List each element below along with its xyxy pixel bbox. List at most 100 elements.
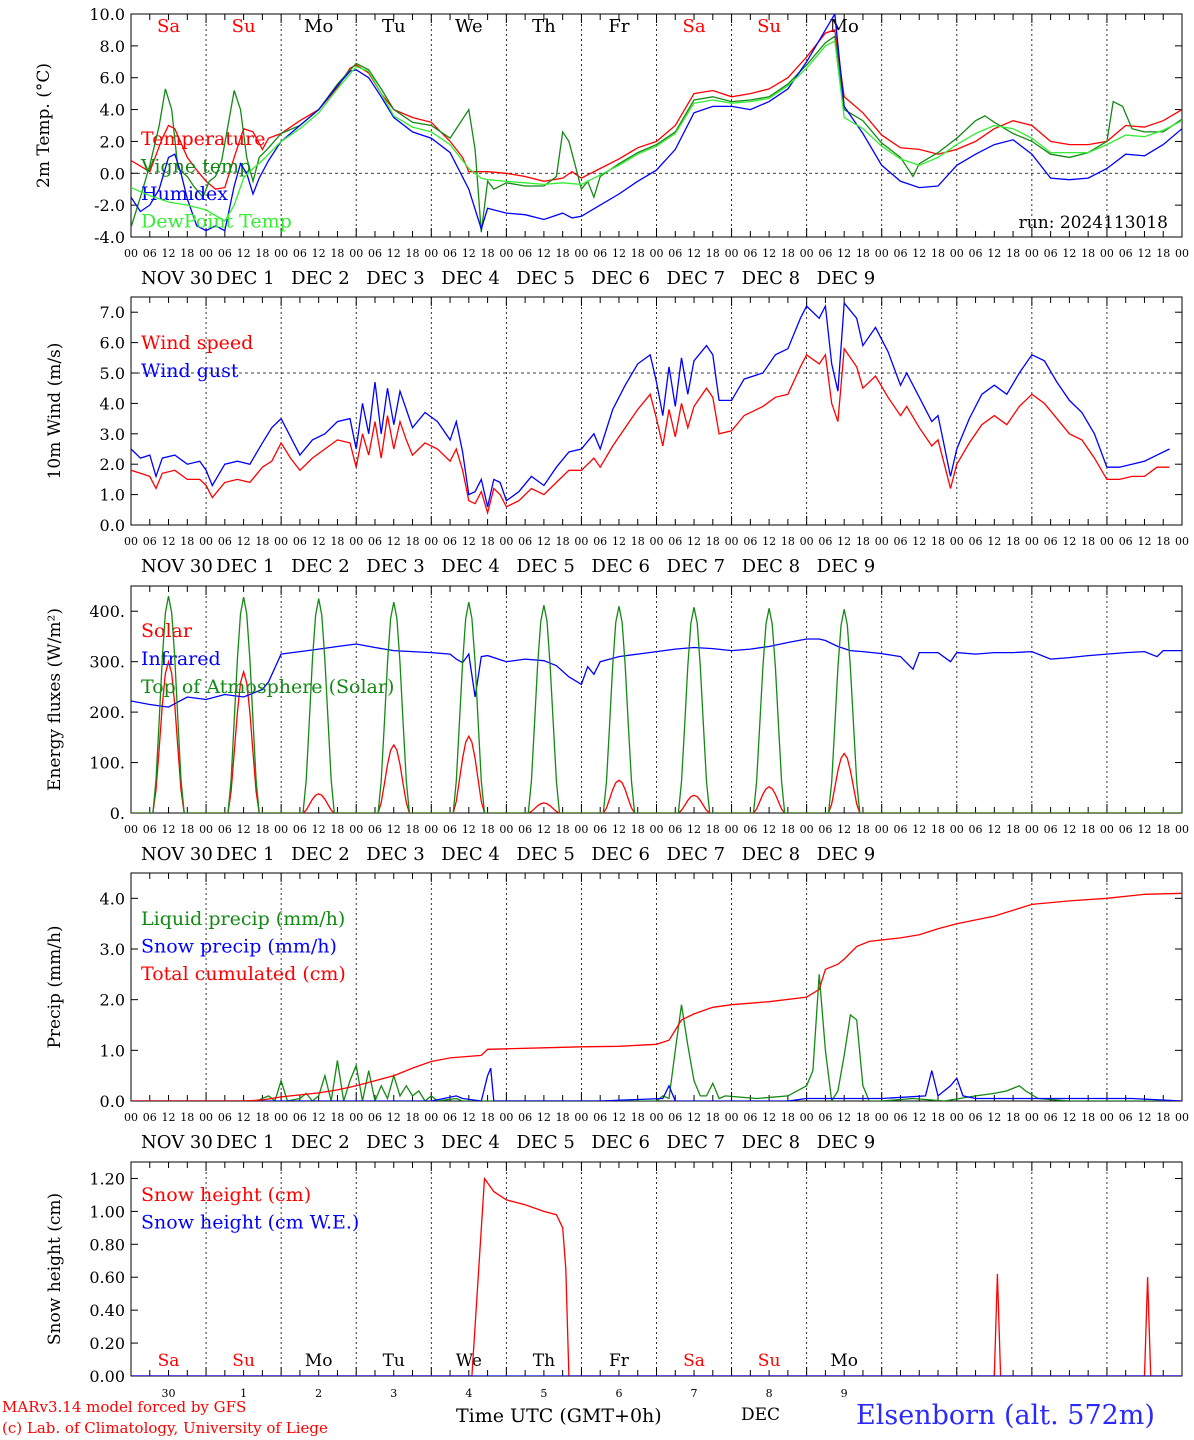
hour-tick-label: 06	[1119, 823, 1133, 836]
date-label: DEC 6	[591, 1132, 650, 1153]
hour-tick-label: 12	[537, 535, 551, 548]
panel-1: -4.0 -2.0 0.0 2.0 4.0 6.0 8.0 10.0 2m Temp. (°C)…	[34, 5, 1189, 289]
legend-entry: Temperature	[141, 128, 265, 150]
hour-tick-label: 12	[987, 1111, 1001, 1124]
hour-tick-label: 06	[668, 247, 682, 260]
station-name: Elsenborn (alt. 572m)	[856, 1400, 1155, 1431]
hour-tick-label: 12	[537, 247, 551, 260]
hour-tick-label: 06	[143, 823, 157, 836]
hour-tick-label: 12	[387, 823, 401, 836]
hour-tick-label: 18	[180, 535, 194, 548]
hour-tick-label: 18	[1006, 1111, 1020, 1124]
day-number-label: 9	[841, 1387, 848, 1398]
y-tick-label: 0.0	[100, 516, 125, 535]
legend-entry: Snow height (cm)	[141, 1184, 311, 1206]
day-number-label: 5	[540, 1387, 547, 1398]
hour-tick-label: 00	[875, 535, 889, 548]
hour-tick-label: 00	[950, 1111, 964, 1124]
plot-frame	[130, 296, 1183, 526]
hour-tick-label: 18	[706, 247, 720, 260]
hour-tick-label: 00	[124, 1111, 138, 1124]
hour-tick-label: 12	[312, 1111, 326, 1124]
hour-tick-label: 18	[406, 535, 420, 548]
date-label: DEC 8	[742, 268, 801, 289]
series-line-3	[131, 14, 1182, 232]
hour-tick-label: 00	[1175, 1111, 1189, 1124]
hour-tick-label: 18	[255, 247, 269, 260]
day-number-label: 2	[315, 1387, 322, 1398]
series-line-1	[131, 29, 1182, 190]
hour-tick-label: 12	[312, 823, 326, 836]
date-label: DEC 4	[441, 844, 500, 865]
legend-entry: Liquid precip (mm/h)	[141, 908, 345, 930]
hour-tick-label: 12	[312, 247, 326, 260]
hour-tick-label: 06	[218, 535, 232, 548]
y-axis-title: Energy fluxes (W/m²)	[45, 608, 65, 791]
hour-tick-label: 00	[574, 535, 588, 548]
run-label: run: 2024113018	[1019, 213, 1168, 233]
x-axis-title: Time UTC (GMT+0h)	[456, 1405, 662, 1427]
hour-tick-label: 18	[1006, 247, 1020, 260]
hour-tick-label: 18	[1156, 823, 1170, 836]
hour-tick-label: 00	[1175, 535, 1189, 548]
y-tick-label: 7.0	[100, 303, 125, 322]
y-axis-title: Precip (mm/h)	[45, 925, 65, 1048]
y-tick-label: 1.20	[89, 1169, 125, 1188]
weekday-label: Su	[758, 1351, 781, 1371]
hour-tick-label: 18	[856, 247, 870, 260]
y-tick-label: 0.	[110, 804, 125, 823]
hour-tick-label: 18	[481, 1111, 495, 1124]
hour-tick-label: 18	[706, 535, 720, 548]
hour-tick-label: 00	[274, 247, 288, 260]
hour-tick-label: 18	[406, 247, 420, 260]
hour-tick-label: 06	[518, 1111, 532, 1124]
hour-tick-label: 06	[443, 535, 457, 548]
weekday-label: Mo	[305, 1351, 333, 1371]
y-tick-label: 6.0	[100, 69, 125, 88]
meteogram: -4.0-2.00.02.04.06.08.010.02m Temp. (°C)…	[34, 5, 1189, 1398]
hour-tick-label: 06	[218, 1111, 232, 1124]
hour-tick-label: 12	[987, 247, 1001, 260]
date-label: DEC 2	[291, 556, 350, 577]
weekday-label: Sa	[157, 16, 180, 37]
y-tick-label: 2.0	[100, 132, 125, 151]
hour-tick-label: 00	[875, 1111, 889, 1124]
y-tick-label: 0.0	[100, 164, 125, 183]
hour-tick-label: 18	[631, 247, 645, 260]
hour-tick-label: 06	[518, 535, 532, 548]
hour-tick-label: 06	[143, 1111, 157, 1124]
hour-tick-label: 06	[743, 1111, 757, 1124]
series-line-3	[131, 595, 1182, 813]
date-label: DEC 2	[291, 844, 350, 865]
y-axis-title: Snow height (cm)	[45, 1193, 65, 1345]
hour-tick-label: 12	[237, 823, 251, 836]
weekday-label: Su	[757, 16, 781, 37]
date-label: DEC 4	[441, 1132, 500, 1153]
hour-tick-label: 06	[518, 823, 532, 836]
hour-tick-label: 00	[800, 1111, 814, 1124]
hour-tick-label: 06	[668, 1111, 682, 1124]
y-tick-label: 0.00	[89, 1367, 125, 1386]
hour-tick-label: 06	[368, 247, 382, 260]
legend-entry: Humidex	[141, 183, 228, 205]
hour-tick-label: 18	[856, 823, 870, 836]
hour-tick-label: 06	[1044, 535, 1058, 548]
hour-tick-label: 00	[1175, 823, 1189, 836]
series-line-2	[131, 35, 1182, 233]
hour-tick-label: 00	[199, 247, 213, 260]
weekday-label: Th	[532, 16, 556, 37]
hour-tick-label: 00	[875, 823, 889, 836]
hour-tick-label: 18	[1081, 1111, 1095, 1124]
hour-tick-label: 18	[781, 535, 795, 548]
hour-tick-label: 00	[349, 1111, 363, 1124]
hour-tick-label: 00	[1100, 1111, 1114, 1124]
weekday-label: Mo	[830, 16, 859, 37]
hour-tick-label: 00	[1100, 535, 1114, 548]
hour-tick-label: 12	[762, 823, 776, 836]
date-label: NOV 30	[141, 1132, 213, 1153]
hour-tick-label: 12	[162, 1111, 176, 1124]
legend-entry: Top of Atmosphere (Solar)	[141, 676, 394, 698]
hour-tick-label: 00	[650, 247, 664, 260]
hour-tick-label: 00	[725, 1111, 739, 1124]
legend-entry: Vigne temp	[140, 156, 251, 178]
